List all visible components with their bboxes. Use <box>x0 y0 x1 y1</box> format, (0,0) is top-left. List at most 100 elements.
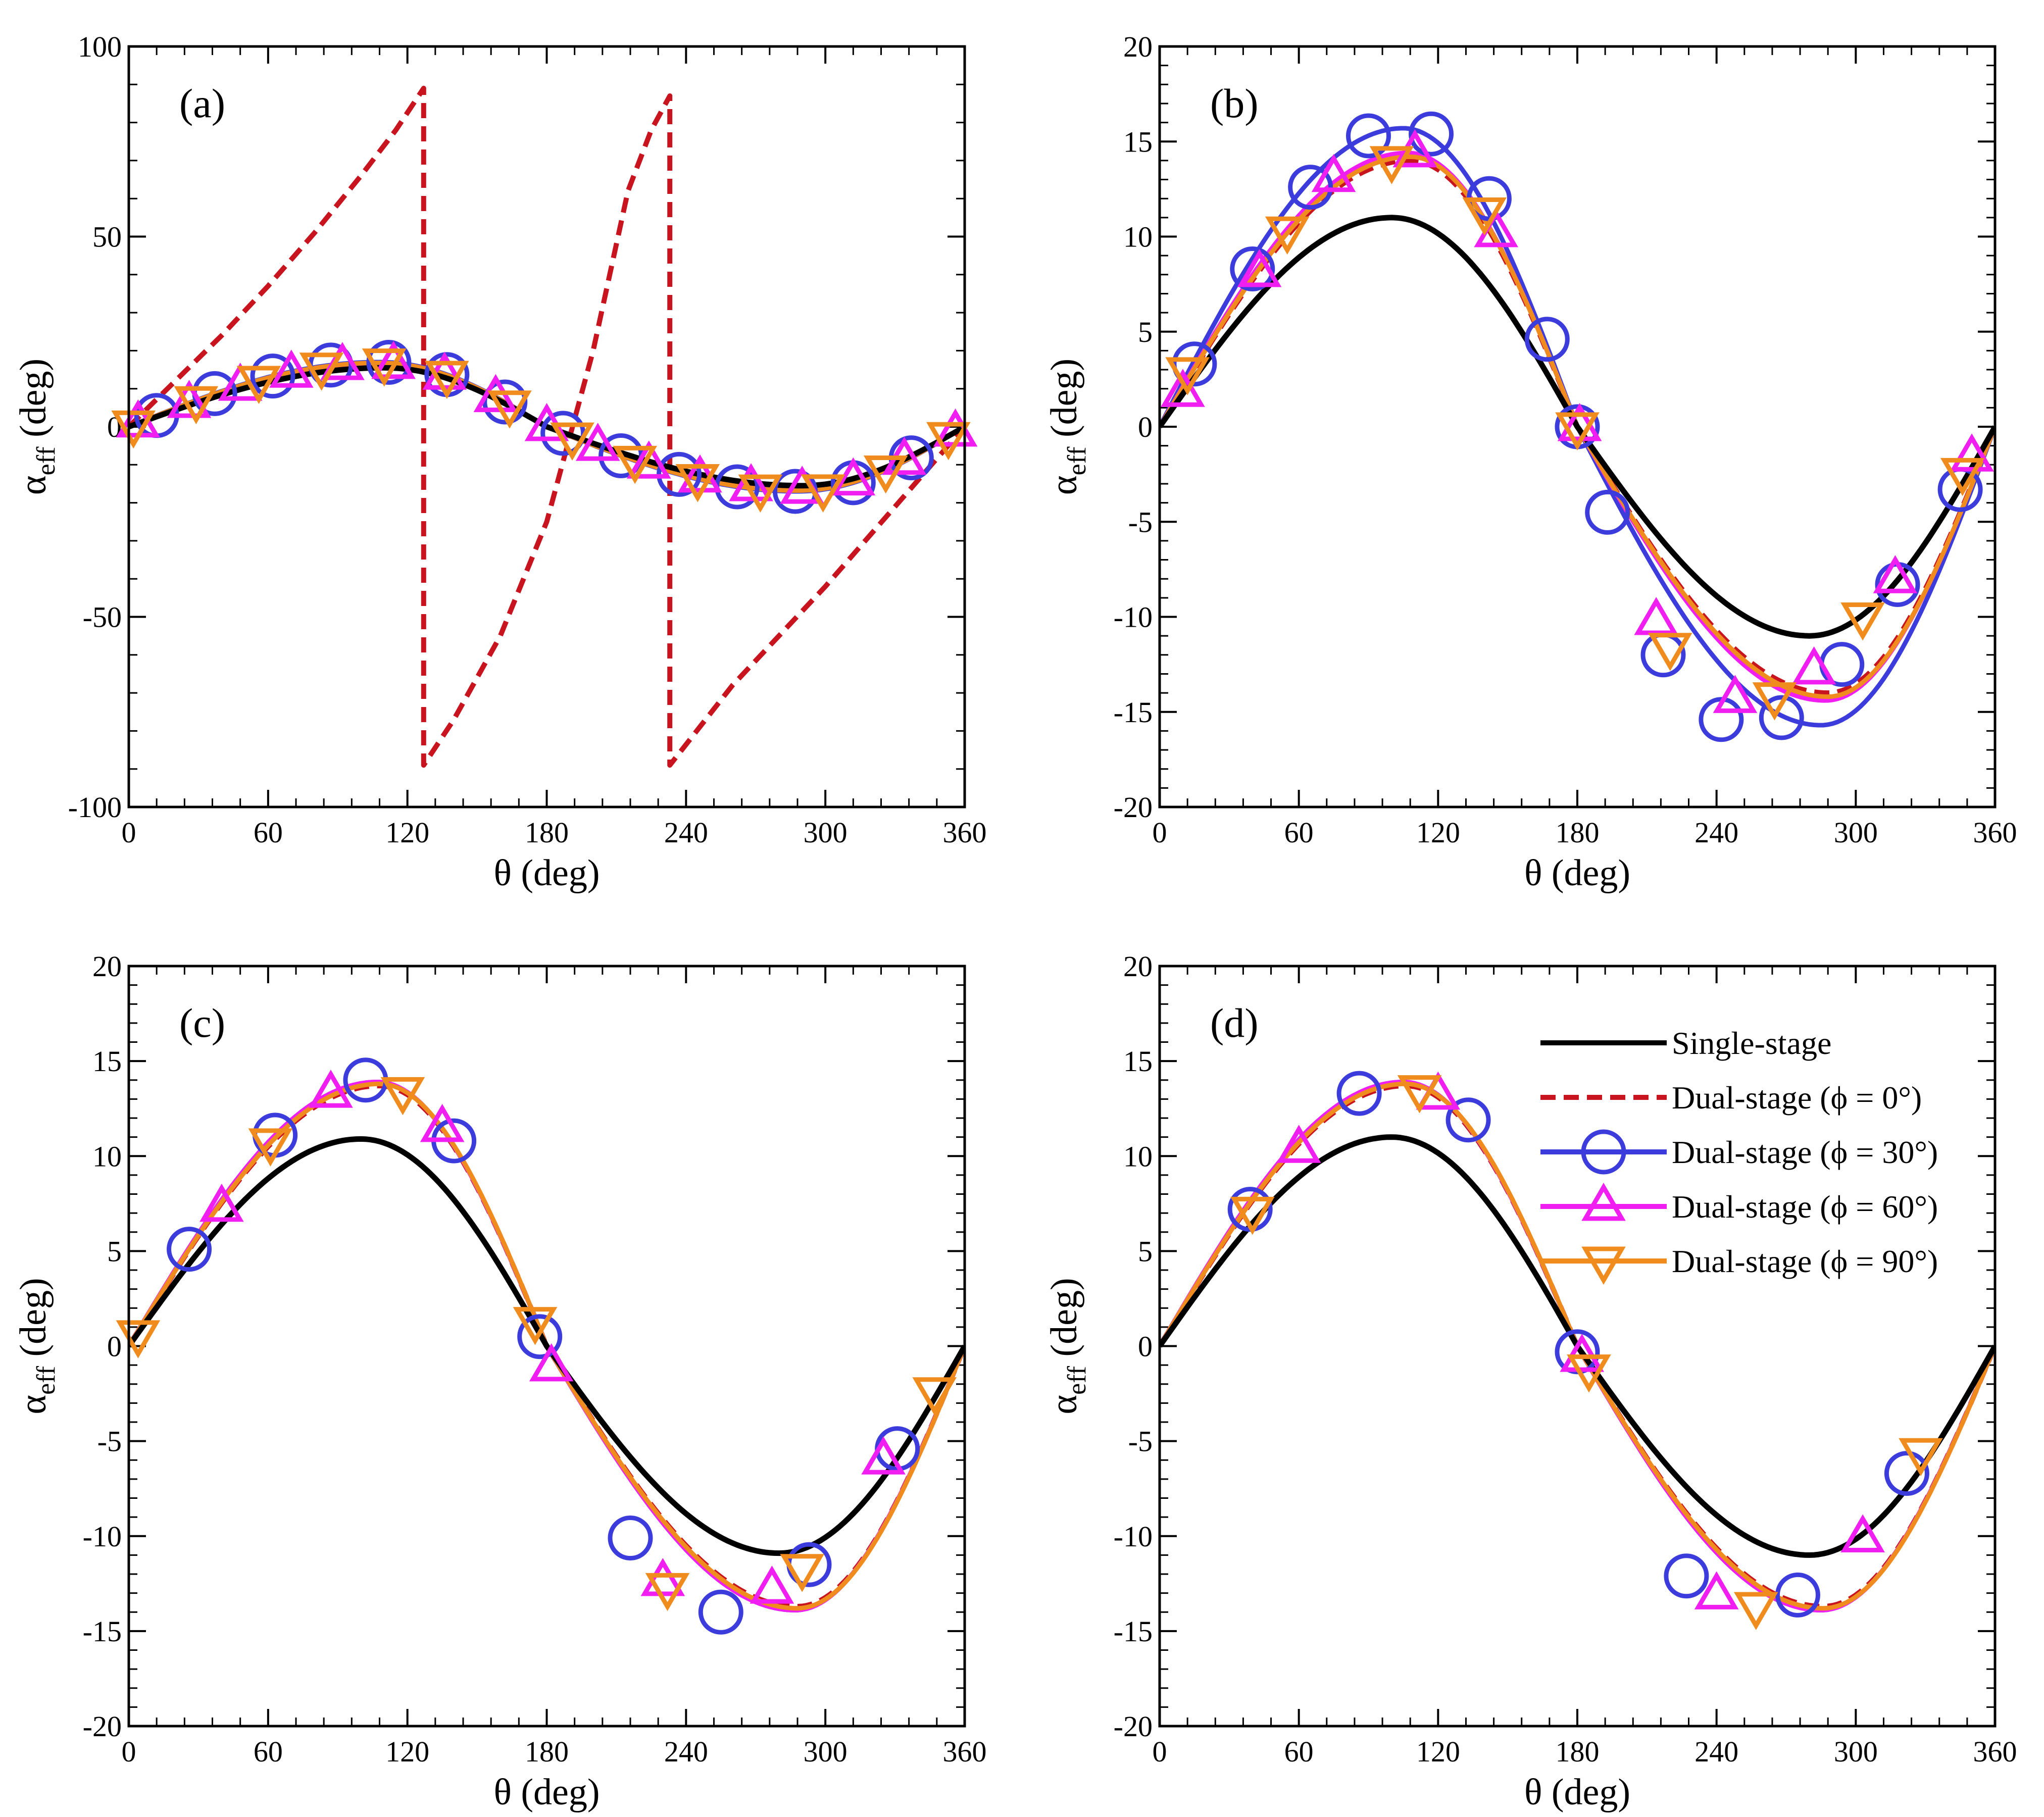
triangle-down-marker <box>1265 216 1310 255</box>
x-tick-label: 360 <box>943 1735 987 1768</box>
panel-label: (d) <box>1210 1000 1259 1046</box>
y-tick-label: 5 <box>1138 316 1153 348</box>
y-tick-label: -5 <box>1128 506 1153 538</box>
y-tick-label: 0 <box>107 1330 122 1363</box>
x-tick-label: 120 <box>385 1735 429 1768</box>
y-tick-label: 15 <box>1123 125 1153 158</box>
triangle-down-marker <box>645 1573 690 1611</box>
y-axis-label-unit: (deg) <box>1043 1278 1085 1366</box>
y-tick-label: -20 <box>1114 791 1153 824</box>
x-tick-label: 360 <box>943 816 987 849</box>
triangle-down-marker <box>380 1077 425 1116</box>
legend-label-phi0: Dual-stage (ϕ = 0°) <box>1672 1080 1922 1116</box>
triangle-down-marker <box>1733 1592 1778 1630</box>
x-tick-label: 300 <box>1834 816 1878 849</box>
x-tick-label: 240 <box>664 816 708 849</box>
triangle-down-marker <box>174 386 219 425</box>
y-axis-label-sub: eff <box>32 1366 61 1394</box>
x-tick-label: 300 <box>1834 1735 1878 1768</box>
y-axis-label-main: α <box>1043 1395 1085 1415</box>
circle-marker <box>1759 695 1804 740</box>
y-axis-label: αeff (deg) <box>13 359 61 495</box>
x-tick-label: 0 <box>122 1735 136 1768</box>
triangle-up-marker <box>1791 646 1836 685</box>
circle-marker <box>1445 1097 1491 1143</box>
y-tick-label: -10 <box>1114 601 1153 634</box>
circle-marker <box>1336 1071 1382 1116</box>
triangle-up-marker <box>640 1558 685 1596</box>
series-lines <box>129 1080 965 1612</box>
triangle-up-marker <box>575 423 620 461</box>
triangle-down-marker <box>1899 1438 1943 1477</box>
x-tick-label: 300 <box>804 1735 847 1768</box>
panel-c: 0 60 120 180 240 300 360 -20 -15 -10 -5 0 5 10 15 20 θ (… <box>13 950 987 1813</box>
plot-frame <box>1158 45 1997 809</box>
legend-label-phi90: Dual-stage (ϕ = 90°) <box>1672 1243 1938 1279</box>
circle-marker <box>167 1227 212 1272</box>
y-tick-label: 10 <box>92 1140 122 1173</box>
legend: Single-stage Dual-stage (ϕ = 0°) Dual-stag… <box>1540 1025 1938 1285</box>
triangle-up-marker <box>200 1183 244 1222</box>
circle-marker <box>1524 317 1570 362</box>
triangle-down-marker <box>425 361 469 399</box>
y-tick-label: 15 <box>92 1045 122 1078</box>
triangle-up-marker <box>420 1103 465 1142</box>
x-axis-label: θ (deg) <box>493 852 600 894</box>
y-tick-label: -10 <box>1114 1520 1153 1553</box>
y-axis-label: αeff (deg) <box>1043 359 1091 495</box>
circle-marker <box>1409 111 1454 157</box>
triangle-down-marker <box>801 474 845 513</box>
circle-marker <box>1230 246 1275 292</box>
x-tick-label: 180 <box>525 1735 569 1768</box>
legend-label-phi30: Dual-stage (ϕ = 30°) <box>1672 1134 1938 1170</box>
x-tick-label: 120 <box>1416 1735 1460 1768</box>
circle-marker <box>1664 1553 1709 1599</box>
y-tick-label: 0 <box>1138 1330 1153 1363</box>
circle-marker <box>608 1516 653 1561</box>
x-tick-label: 0 <box>1153 816 1167 849</box>
x-tick-label: 60 <box>1284 816 1314 849</box>
triangle-down-marker <box>1752 682 1797 721</box>
triangle-up-marker <box>1161 369 1205 407</box>
triangle-down-marker <box>738 474 783 513</box>
x-tick-label: 0 <box>1153 1735 1167 1768</box>
series-lines <box>129 85 965 768</box>
x-axis-label: θ (deg) <box>493 1772 600 1813</box>
triangle-down-marker <box>299 352 344 391</box>
triangle-down-marker <box>1555 412 1600 450</box>
triangle-down-marker <box>111 410 156 449</box>
circle-marker <box>1346 113 1391 159</box>
triangle-down-marker <box>487 390 532 429</box>
triangle-down-marker <box>1397 1075 1442 1114</box>
y-tick-label: -20 <box>1114 1710 1153 1743</box>
y-tick-label: -5 <box>1128 1425 1153 1458</box>
triangle-up-marker <box>269 349 314 388</box>
y-axis-label-unit: (deg) <box>13 359 54 447</box>
triangle-up-marker <box>1311 154 1356 192</box>
y-tick-label: 50 <box>92 221 122 254</box>
circle-marker <box>366 339 412 385</box>
triangle-up-marker <box>309 1070 353 1108</box>
y-axis-label: αeff (deg) <box>13 1278 61 1414</box>
y-tick-label: 100 <box>78 30 122 63</box>
plot-frame <box>127 965 966 1728</box>
triangle-up-marker <box>1840 1514 1885 1553</box>
y-tick-label: -20 <box>83 1710 122 1743</box>
triangle-down-marker <box>1369 146 1414 184</box>
panel-label: (a) <box>179 80 225 126</box>
x-tick-label: 0 <box>122 816 136 849</box>
x-tick-label: 300 <box>804 816 847 849</box>
triangle-up-marker <box>1950 433 1994 472</box>
triangle-up-marker <box>750 1566 794 1604</box>
panel-label: (b) <box>1210 80 1259 126</box>
triangle-down-marker <box>1230 1196 1275 1235</box>
y-tick-label: -50 <box>83 601 122 634</box>
y-tick-label: 15 <box>1123 1045 1153 1078</box>
panel-d: 0 60 120 180 240 300 360 -20 -15 -10 -5 0 5 10 15 20 θ (… <box>1043 950 2017 1813</box>
x-tick-label: 120 <box>385 816 429 849</box>
triangle-down-marker <box>1940 458 1985 496</box>
x-tick-label: 240 <box>1694 816 1738 849</box>
y-axis-label-main: α <box>13 475 54 495</box>
triangle-down-marker <box>912 1377 957 1416</box>
